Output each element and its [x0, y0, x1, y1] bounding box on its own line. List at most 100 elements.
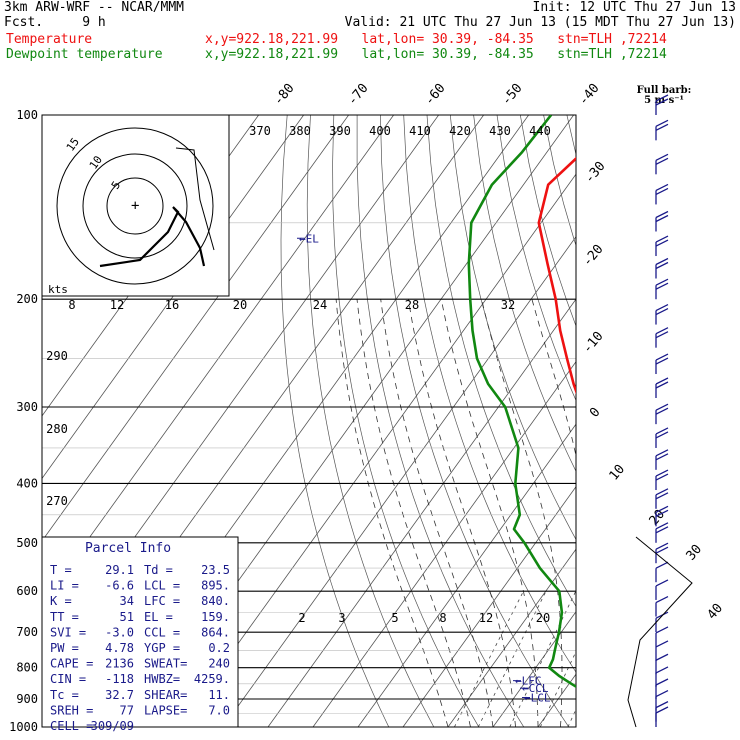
wind-barb: [655, 353, 669, 375]
parcel-info-value: 895.: [201, 579, 230, 593]
dry-adiabat: [473, 115, 576, 472]
parcel-info-value: 34: [120, 594, 134, 608]
barb-flag: [655, 257, 669, 266]
parcel-info-value: 840.: [201, 594, 230, 608]
barb-guide-line: [627, 536, 693, 728]
moist-adiabat: [595, 299, 628, 727]
parcel-info-label: Tc =: [50, 688, 79, 702]
parcel-info-box: Parcel Info T = 29.1 Td = 23.5 LI = -6.6 LCL = 8…: [41, 536, 239, 733]
parcel-info-label: SHEAR=: [144, 688, 187, 702]
level-marker-label: ←LFC: [515, 675, 542, 688]
theta-label: 290: [46, 349, 68, 363]
wind-barb: [655, 210, 669, 232]
thetae-label: 380: [289, 124, 311, 138]
barb-flag: [655, 488, 669, 496]
level-marker-label: ←LCL: [524, 692, 551, 705]
hodograph-ring-label: 10: [87, 153, 105, 171]
parcel-info-label: CELL =: [50, 719, 93, 733]
parcel-info-value: 864.: [201, 625, 230, 639]
barb-flag: [655, 653, 669, 661]
barb-flag: [655, 327, 669, 335]
wind-barb: [655, 235, 669, 257]
pressure-label: 800: [16, 661, 38, 675]
thetae-label: 430: [489, 124, 511, 138]
isotherm-line: [357, 423, 576, 727]
barb-flag: [655, 595, 669, 604]
isotherm-label: -70: [345, 81, 372, 109]
wind-barb: [655, 469, 669, 491]
barb-flag: [655, 640, 669, 648]
barb-flag: [655, 678, 669, 686]
isotherm-label: -40: [576, 81, 603, 109]
pressure-label: 500: [16, 536, 38, 550]
mixing-ratio-line: [454, 591, 524, 727]
barb-flag: [655, 453, 669, 461]
init-time: Init: 12 UTC Thu 27 Jun 13: [532, 0, 737, 15]
barb-flag: [655, 706, 669, 714]
barb-flag: [655, 579, 669, 587]
parcel-info-label: SVI =: [50, 625, 86, 639]
parcel-info-value: 23.5: [201, 563, 230, 577]
parcel-info-label: LI =: [50, 579, 79, 593]
mixing-ratio-label: 12: [479, 611, 493, 625]
barb-flag: [655, 449, 669, 457]
isotherm-label: -30: [582, 159, 609, 187]
parcel-info-label: EL =: [144, 610, 173, 624]
mixing-ratio-line: [567, 708, 576, 727]
isotherm-label: -60: [422, 81, 449, 109]
sounding-profiles: [467, 115, 576, 689]
wind-barb: [655, 278, 669, 300]
parcel-info-value: -6.6: [105, 579, 134, 593]
mixing-ratio-label: 2: [298, 611, 305, 625]
parcel-info-label: SWEAT=: [144, 657, 187, 671]
barb-flag: [655, 214, 669, 223]
isotherm-line: [42, 115, 304, 480]
thetae-label: 420: [449, 124, 471, 138]
barb-flag: [655, 626, 669, 634]
isotherm-line: [312, 361, 576, 727]
parcel-info-label: HWBZ=: [144, 672, 180, 686]
barb-flag: [655, 157, 669, 165]
temperature-line: [537, 156, 576, 395]
mixing-ratio-label: 20: [536, 611, 550, 625]
barb-flag: [655, 307, 669, 316]
isotherm-line: [583, 115, 740, 727]
pressure-label: 1000: [9, 720, 38, 734]
pressure-label: 300: [16, 400, 38, 414]
hodograph-origin: +: [131, 198, 139, 214]
isotherm-label: -10: [580, 329, 607, 357]
barb-header-label: Full barb:: [637, 85, 692, 96]
wind-barb: [655, 119, 669, 141]
dry-adiabat: [543, 115, 576, 247]
parcel-info-value: 4.78: [105, 641, 134, 655]
barb-flag: [655, 239, 669, 247]
barb-flag: [655, 119, 669, 127]
moist-adiabat: [481, 299, 563, 727]
barb-flag: [655, 153, 669, 161]
parcel-info-value: 7.0: [208, 703, 230, 717]
isotherm-line: [42, 115, 394, 605]
wind-barb: [655, 303, 669, 325]
hodograph-ring: [82, 153, 188, 259]
barb-flag: [655, 94, 669, 102]
hodograph-axis-line: [175, 147, 215, 251]
barb-flag: [655, 377, 669, 385]
dry-adiabat: [683, 115, 740, 727]
barb-flag: [655, 561, 669, 569]
moist-adiabat: [407, 299, 516, 727]
speed-label: 16: [165, 298, 179, 312]
wind-barb: [655, 488, 669, 509]
speed-label: 20: [233, 298, 247, 312]
parcel-info-value: 51: [120, 610, 134, 624]
dry-adiabat: [380, 115, 570, 727]
parcel-info-title: Parcel Info: [85, 541, 171, 556]
moist-adiabat: [380, 299, 494, 727]
dewpoint-legend: Dewpoint temperature: [6, 47, 163, 62]
barb-flag: [655, 261, 669, 270]
barb-flag: [655, 666, 669, 674]
isotherm-label: 40: [705, 601, 727, 623]
barb-flag: [655, 431, 669, 439]
dry-adiabat: [590, 115, 740, 727]
